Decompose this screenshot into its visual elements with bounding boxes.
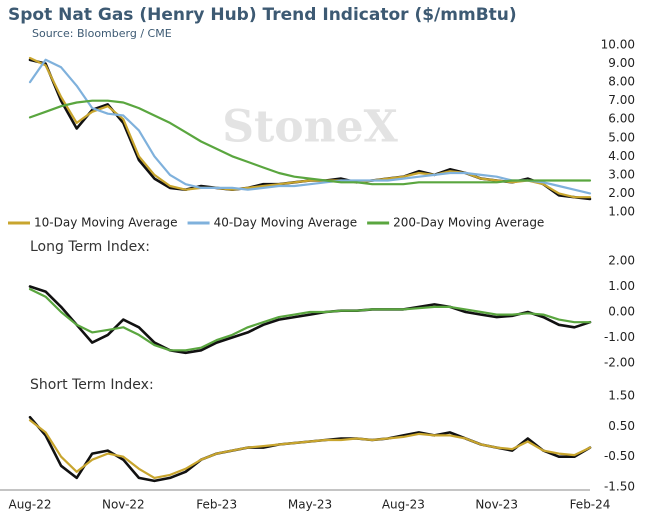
series-line [28,285,592,355]
y-tick-label: 0.50 [608,419,635,433]
x-tick-label: May-23 [288,498,332,512]
x-tick-label: Nov-23 [475,498,518,512]
y-tick-label: 9.00 [608,56,635,70]
panel-title: Long Term Index: [30,239,150,255]
x-tick-label: Aug-23 [382,498,425,512]
watermark: StoneX [222,102,398,153]
y-tick-label: 7.00 [608,93,635,107]
y-tick-label: -1.00 [604,330,635,344]
series-line [28,56,592,199]
series-line [28,288,592,352]
x-tick-label: Feb-23 [196,498,237,512]
x-tick-label: Feb-24 [570,498,611,512]
chart-subtitle: Source: Bloomberg / CME [32,27,172,40]
x-tick-label: Nov-22 [102,498,145,512]
legend-label: 200-Day Moving Average [393,216,544,230]
panel-title: Short Term Index: [30,377,154,393]
y-tick-label: -0.50 [604,449,635,463]
y-tick-label: 4.00 [608,149,635,163]
y-tick-label: 1.00 [608,279,635,293]
y-tick-label: 6.00 [608,112,635,126]
y-tick-label: 3.00 [608,167,635,181]
series-line [28,58,592,195]
series-line [28,99,592,186]
y-tick-label: 2.00 [608,254,635,268]
y-tick-label: 2.00 [608,186,635,200]
legend-label: 10-Day Moving Average [34,216,178,230]
y-tick-label: 8.00 [608,75,635,89]
y-tick-label: -1.50 [604,480,635,494]
legend-label: 40-Day Moving Average [214,216,358,230]
y-tick-label: 5.00 [608,130,635,144]
y-tick-label: 1.00 [608,205,635,219]
x-tick-label: Aug-22 [8,498,51,512]
y-tick-label: 1.50 [608,389,635,403]
series-line [28,419,592,479]
y-tick-label: 0.00 [608,305,635,319]
y-tick-label: 10.00 [601,38,635,52]
y-tick-label: -2.00 [604,356,635,370]
chart-title: Spot Nat Gas (Henry Hub) Trend Indicator… [8,5,517,25]
